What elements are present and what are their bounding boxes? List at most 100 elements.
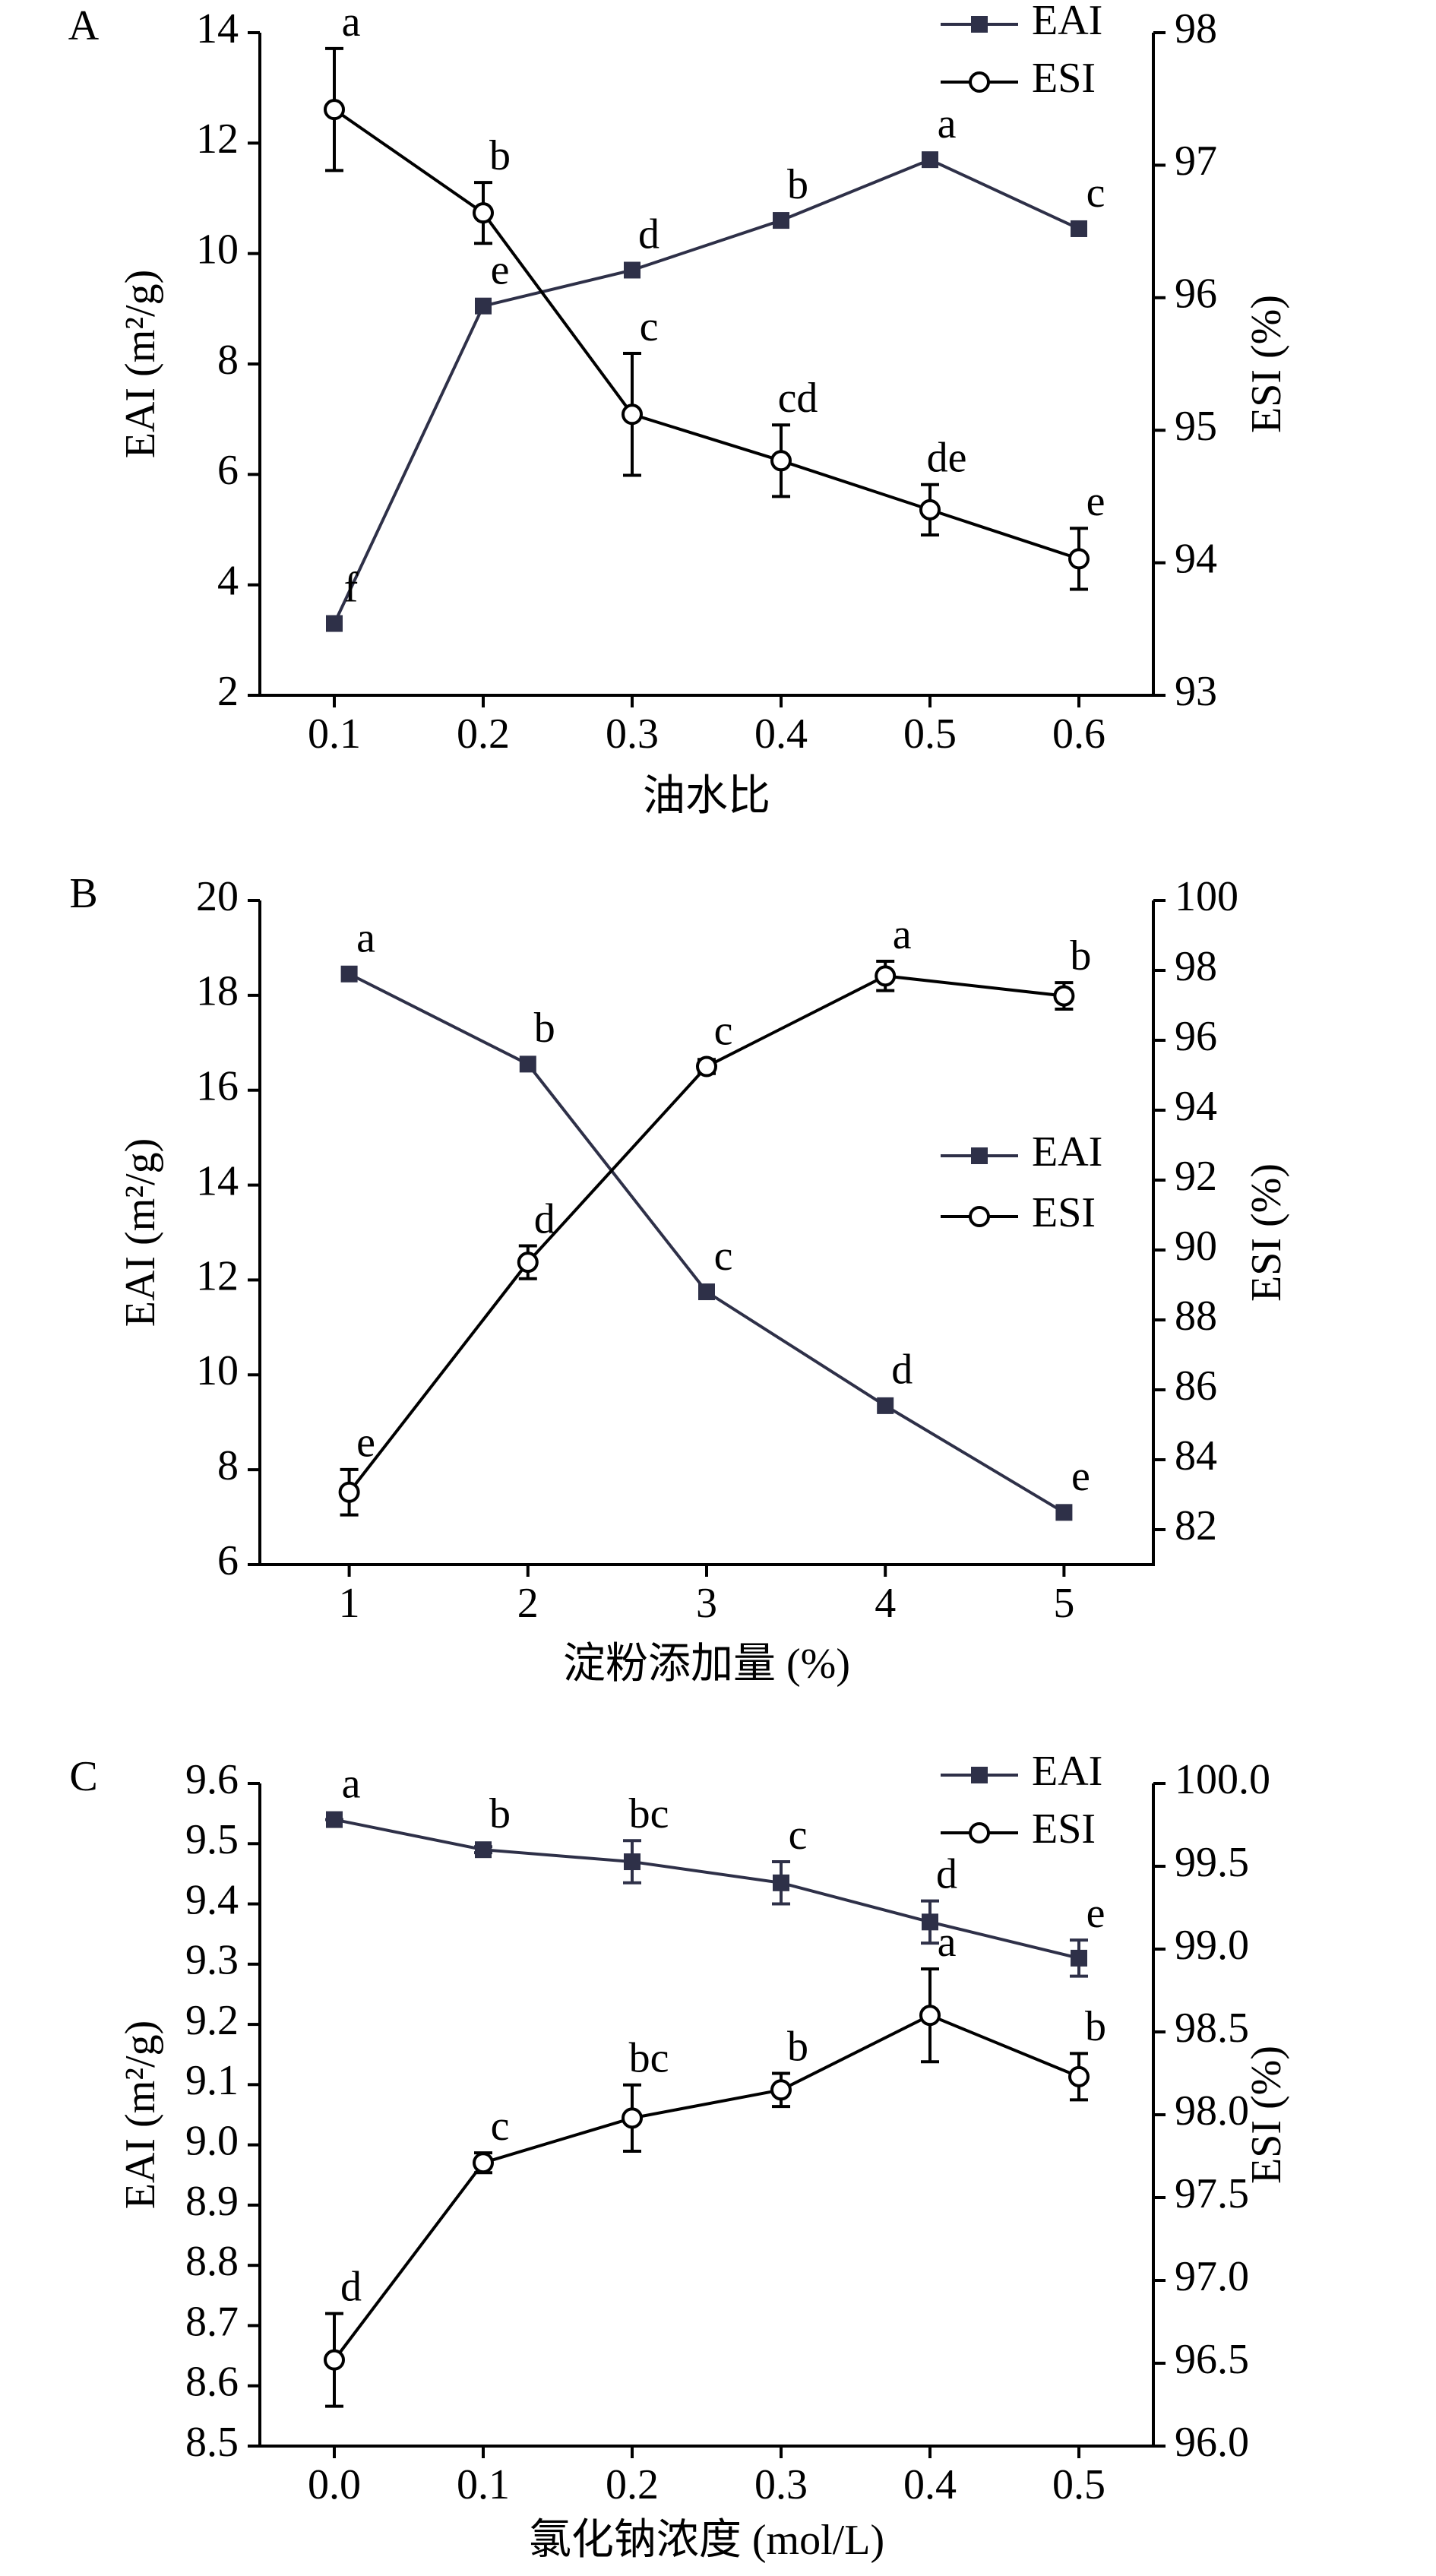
y2-tick-label: 99.5 [1175,1839,1249,1886]
data-point [475,1841,492,1859]
y2-tick-label: 98 [1175,5,1217,52]
data-point [519,1055,536,1073]
y2-tick-label: 98.5 [1175,2005,1249,2052]
significance-letter: a [356,915,375,962]
significance-letter: cd [778,375,818,422]
y2-tick-label: 99.0 [1175,1922,1249,1969]
y-tick-label: 9.6 [185,1756,239,1803]
legend-label: EAI [1032,1128,1102,1176]
data-point [922,1913,938,1931]
significance-letter: b [1070,932,1091,979]
significance-letter: a [342,1760,361,1807]
y-tick-label: 9.0 [185,2117,239,2164]
y2-axis-label: ESI (%) [1243,295,1290,433]
x-tick-label: 0.4 [903,2461,957,2508]
data-point [1071,1949,1087,1967]
y2-tick-label: 97 [1175,138,1217,185]
x-tick-label: 0.2 [606,2461,659,2508]
y-tick-label: 8.7 [185,2298,239,2345]
y-tick-label: 14 [196,5,239,52]
series-line [348,972,1065,1514]
y-tick-label: 6 [217,447,239,494]
series-line [334,1818,1080,1960]
data-point [473,202,494,224]
x-axis-label: 油水比 [643,773,770,820]
y2-tick-label: 97.0 [1175,2253,1249,2300]
y-tick-label: 18 [196,968,239,1015]
significance-letter: c [1086,169,1105,217]
data-point [877,1397,894,1414]
y-tick-label: 9.2 [185,1997,239,2044]
significance-letter: a [938,1919,957,1966]
data-point [326,1811,343,1828]
y-tick-label: 8 [217,337,239,384]
series-line [333,157,1080,625]
y2-tick-label: 94 [1175,535,1217,582]
significance-letter: b [534,1005,555,1052]
y2-tick-label: 95 [1175,403,1217,450]
y-tick-label: 8.6 [185,2359,239,2406]
y2-tick-label: 97.5 [1175,2170,1249,2217]
x-tick-label: 0.6 [1052,710,1105,758]
significance-letter: c [714,1233,733,1280]
data-point [475,297,492,315]
data-point [1071,220,1087,237]
legend-label: EAI [1032,0,1102,44]
y2-tick-label: 88 [1175,1293,1217,1340]
legend-marker [971,16,988,33]
significance-letter: e [1086,478,1105,525]
y-tick-label: 9.1 [185,2057,239,2104]
series-line [333,2014,1080,2361]
significance-letter: e [1086,1890,1105,1937]
legend-marker [971,1767,988,1783]
significance-letter: de [927,435,967,482]
y2-tick-label: 90 [1175,1223,1217,1270]
data-point [919,2005,941,2027]
y-tick-label: 10 [196,1347,239,1394]
significance-letter: d [340,2263,362,2310]
x-tick-label: 1 [339,1580,360,1627]
y-tick-label: 20 [196,873,239,920]
legend-label: ESI [1032,1805,1096,1853]
y-tick-label: 8.5 [185,2419,239,2466]
data-point [773,212,789,229]
y-tick-label: 4 [217,558,239,605]
significance-letter: a [342,0,361,46]
y2-tick-label: 96.0 [1175,2419,1249,2466]
significance-letter: bc [629,2035,669,2082]
legend-marker [969,71,990,93]
data-point [517,1252,539,1274]
data-point [624,1853,641,1871]
y-tick-label: 10 [196,226,239,274]
data-point [338,1481,360,1503]
y2-axis-label: ESI (%) [1243,1163,1290,1302]
y-axis-label: EAI (m²/g) [117,2021,164,2210]
data-point [622,2107,643,2129]
y2-tick-label: 100.0 [1175,1756,1270,1803]
significance-letter: b [489,132,511,179]
significance-letter: e [356,1419,375,1467]
x-tick-label: 0.1 [457,2461,510,2508]
x-tick-label: 0.3 [754,2461,808,2508]
data-point [1053,985,1075,1007]
y-tick-label: 9.5 [185,1816,239,1863]
x-tick-label: 0.1 [308,710,361,758]
significance-letter: b [787,161,808,208]
y2-tick-label: 96 [1175,271,1217,318]
significance-letter: d [638,210,659,258]
series-line [348,974,1064,1494]
y2-tick-label: 94 [1175,1083,1217,1130]
panel-label: B [69,870,97,917]
y2-tick-label: 84 [1175,1432,1217,1479]
y-tick-label: 14 [196,1157,239,1204]
legend-label: ESI [1032,55,1096,102]
y-tick-label: 12 [196,116,239,163]
significance-letter: e [1071,1453,1090,1500]
legend-marker [969,1822,990,1843]
y-tick-label: 12 [196,1252,239,1299]
data-point [922,151,938,169]
y-tick-label: 8 [217,1442,239,1489]
y2-tick-label: 98 [1175,943,1217,990]
significance-letter: c [491,2103,510,2150]
